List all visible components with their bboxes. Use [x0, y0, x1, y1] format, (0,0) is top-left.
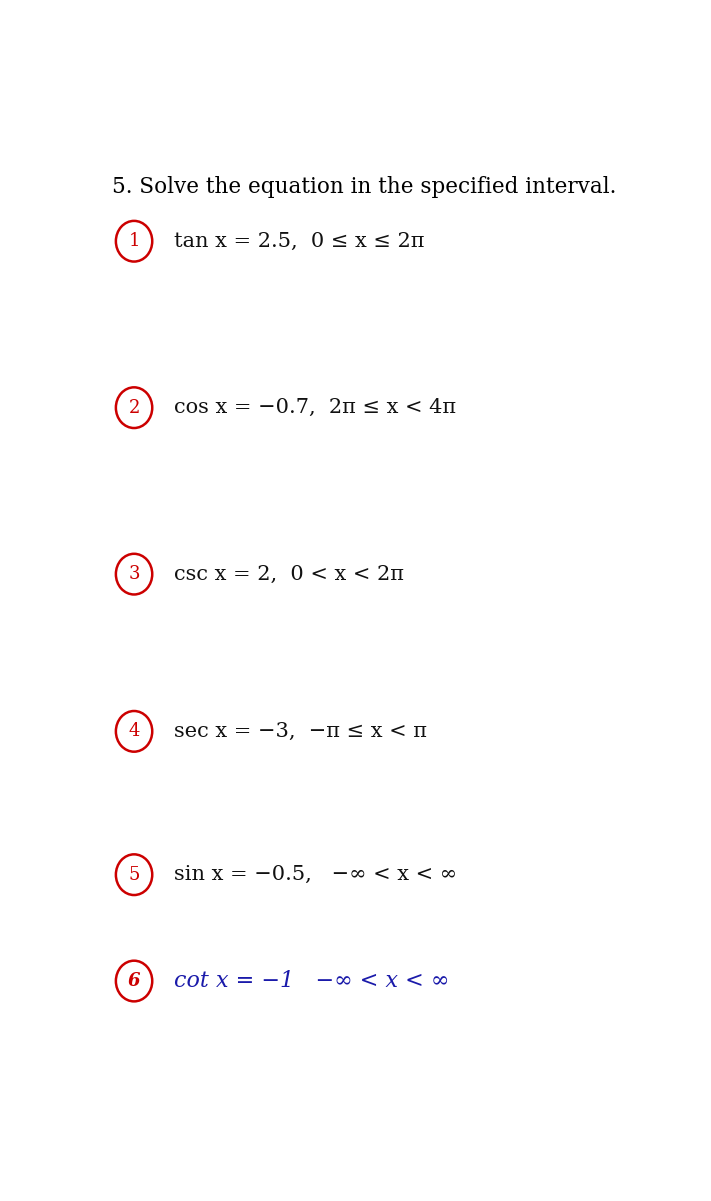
Text: 1: 1 [128, 232, 140, 250]
Text: tan x = 2.5,  0 ≤ x ≤ 2π: tan x = 2.5, 0 ≤ x ≤ 2π [174, 232, 424, 251]
Text: 6: 6 [128, 972, 140, 990]
Text: sec x = −3,  −π ≤ x < π: sec x = −3, −π ≤ x < π [174, 722, 427, 741]
Text: sin x = −0.5,   −∞ < x < ∞: sin x = −0.5, −∞ < x < ∞ [174, 865, 457, 884]
Text: 4: 4 [129, 722, 140, 740]
Text: 2: 2 [129, 399, 140, 417]
Text: 3: 3 [128, 566, 140, 584]
Text: cot x = −1   −∞ < x < ∞: cot x = −1 −∞ < x < ∞ [174, 970, 449, 992]
Text: 5: 5 [129, 866, 140, 884]
Text: 5. Solve the equation in the specified interval.: 5. Solve the equation in the specified i… [112, 177, 616, 198]
Text: csc x = 2,  0 < x < 2π: csc x = 2, 0 < x < 2π [174, 564, 405, 584]
Text: cos x = −0.7,  2π ≤ x < 4π: cos x = −0.7, 2π ≤ x < 4π [174, 399, 456, 417]
